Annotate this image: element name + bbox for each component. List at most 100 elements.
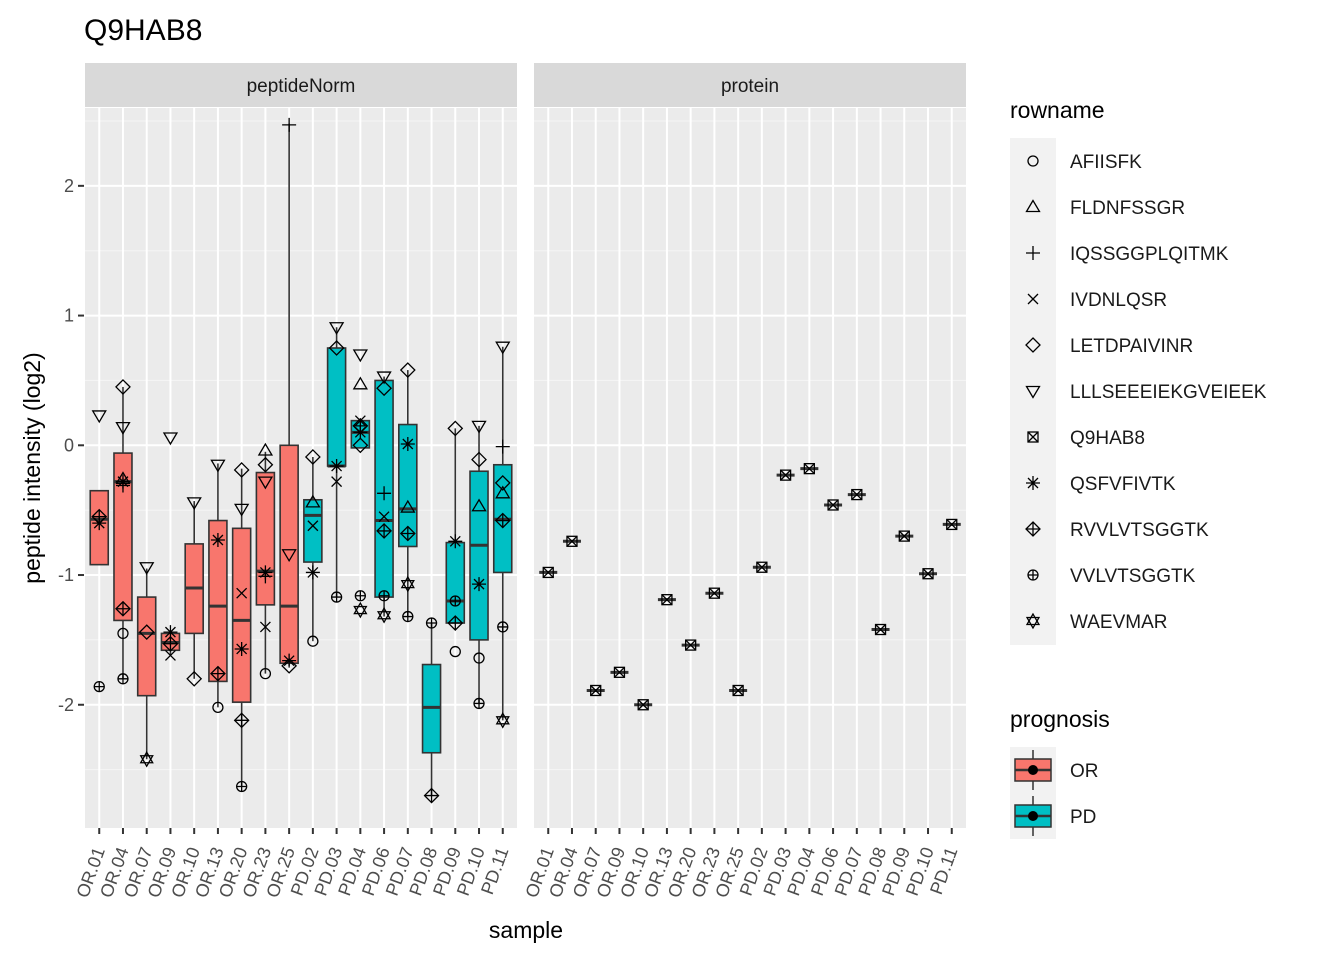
- box-body: [469, 470, 489, 641]
- point-RVVLVTSGGTK: [233, 712, 250, 729]
- panel-strip-label: protein: [721, 76, 779, 97]
- legend-label: RVVLVTSGGTK: [1070, 520, 1209, 541]
- point-LLLSEEEIEKGVEIEEK: [376, 371, 392, 385]
- protein-point-OR.25: [732, 684, 744, 697]
- protein-points: [539, 462, 961, 711]
- point-WAEVMAR: [400, 575, 415, 593]
- point-LETDPAIVINR: [471, 451, 487, 468]
- point-AFIISFK: [117, 627, 129, 640]
- point-QSFVFIVTK: [329, 459, 344, 474]
- box-body: [255, 471, 276, 606]
- point-WAEVMAR: [353, 601, 368, 619]
- legend-label: FLDNFSSGR: [1070, 198, 1185, 219]
- point-LETDPAIVINR: [257, 456, 274, 473]
- point-AFIISFK: [307, 635, 319, 647]
- box-OR.13: [208, 463, 228, 708]
- point-QSFVFIVTK: [472, 577, 487, 592]
- point-LLLSEEEIEKGVEIEEK: [328, 322, 345, 336]
- point-QSFVFIVTK: [210, 533, 225, 547]
- legend-label: AFIISFK: [1070, 152, 1142, 173]
- point-RVVLVTSGGTK: [494, 512, 511, 529]
- box-OR.20: [231, 468, 252, 787]
- point-QSFVFIVTK: [282, 653, 297, 668]
- panel-peptideNorm: peptideNormOR.01OR.04OR.07OR.09OR.10OR.1…: [72, 63, 517, 900]
- protein-point-PD.09: [898, 530, 910, 542]
- point-LLLSEEEIEKGVEIEEK: [471, 420, 487, 434]
- point-IQSSGGPLQITMK: [377, 486, 392, 501]
- point-AFIISFK: [473, 652, 485, 664]
- point-LETDPAIVINR: [186, 670, 203, 687]
- y-tick-label: -1: [58, 565, 74, 585]
- point-LETDPAIVINR: [328, 340, 345, 356]
- protein-point-OR.20: [685, 639, 697, 651]
- point-FLDNFSSGR: [471, 498, 487, 512]
- point-LLLSEEEIEKGVEIEEK: [234, 503, 250, 517]
- legend-label: WAEVMAR: [1070, 612, 1167, 633]
- box-PD.07: [398, 370, 418, 617]
- panel-background: [85, 108, 517, 828]
- point-VVLVTSGGTK: [425, 617, 438, 629]
- legend-key-Q9HAB8: [1027, 431, 1039, 443]
- point-RVVLVTSGGTK: [447, 615, 464, 631]
- box-body: [113, 452, 133, 622]
- point-LLLSEEEIEKGVEIEEK: [495, 341, 511, 355]
- box-body: [326, 347, 347, 467]
- protein-point-PD.07: [851, 488, 863, 501]
- point-VVLVTSGGTK: [378, 590, 390, 602]
- chart-title: Q9HAB8: [84, 14, 202, 47]
- legend-key-IQSSGGPLQITMK: [1026, 246, 1040, 260]
- point-QSFVFIVTK: [353, 425, 368, 440]
- point-LETDPAIVINR: [233, 462, 250, 478]
- point-AFIISFK: [212, 701, 224, 714]
- point-IQSSGGPLQITMK: [258, 569, 273, 584]
- point-VVLVTSGGTK: [497, 621, 509, 633]
- y-axis-title: peptide intensity (log2): [19, 352, 45, 583]
- protein-point-OR.07: [590, 684, 602, 697]
- point-QSFVFIVTK: [448, 534, 463, 549]
- point-LETDPAIVINR: [115, 378, 131, 395]
- box-OR.07: [136, 568, 157, 760]
- point-RVVLVTSGGTK: [210, 665, 226, 682]
- point-LLLSEEEIEKGVEIEEK: [162, 432, 179, 446]
- point-IVDNLQSR: [378, 511, 390, 523]
- point-WAEVMAR: [139, 750, 154, 768]
- point-AFIISFK: [449, 645, 461, 658]
- panel-strip: [85, 63, 517, 107]
- point-AFIISFK: [259, 667, 272, 680]
- point-LETDPAIVINR: [494, 474, 511, 491]
- point-FLDNFSSGR: [257, 442, 274, 456]
- point-RVVLVTSGGTK: [399, 525, 416, 542]
- legend-label: Q9HAB8: [1070, 428, 1145, 449]
- legend-prognosis: prognosis OR PD: [1010, 706, 1110, 839]
- legend-label: VVLVTSGGTK: [1070, 566, 1196, 587]
- point-RVVLVTSGGTK: [423, 787, 440, 804]
- point-LETDPAIVINR: [447, 420, 464, 437]
- point-LETDPAIVINR: [352, 437, 369, 454]
- point-RVVLVTSGGTK: [115, 600, 131, 617]
- x-axis-title: sample: [489, 917, 563, 943]
- point-LLLSEEEIEKGVEIEEK: [257, 476, 274, 490]
- point-WAEVMAR: [495, 712, 510, 729]
- point-IVDNLQSR: [307, 520, 319, 532]
- y-tick-label: 0: [64, 435, 74, 455]
- point-RVVLVTSGGTK: [162, 635, 179, 652]
- protein-point-OR.13: [661, 594, 673, 606]
- protein-point-PD.02: [756, 561, 768, 573]
- point-LLLSEEEIEKGVEIEEK: [139, 562, 155, 576]
- protein-point-PD.10: [922, 568, 934, 580]
- legend-label: PD: [1070, 807, 1096, 828]
- box-PD.10: [469, 425, 489, 704]
- point-LLLSEEEIEKGVEIEEK: [281, 549, 297, 563]
- point-IVDNLQSR: [259, 621, 271, 633]
- point-QSFVFIVTK: [163, 625, 178, 640]
- legend-key-LETDPAIVINR: [1025, 337, 1041, 353]
- box-body: [445, 541, 466, 624]
- point-LLLSEEEIEKGVEIEEK: [115, 421, 131, 435]
- protein-point-PD.04: [803, 462, 815, 475]
- legend-rowname: rowname AFIISFK FLDNFSSGR IQSSGGPLQITMK IVDN…: [1010, 97, 1267, 645]
- legend-key-WAEVMAR: [1025, 612, 1041, 630]
- point-QSFVFIVTK: [305, 565, 320, 580]
- point-LLLSEEEIEKGVEIEEK: [210, 459, 226, 473]
